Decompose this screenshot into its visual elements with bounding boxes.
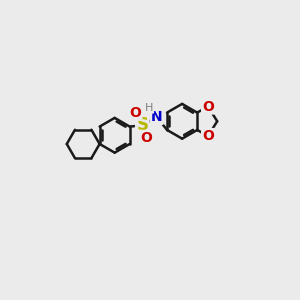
- Text: S: S: [136, 116, 148, 134]
- Text: H: H: [145, 103, 153, 113]
- Text: N: N: [151, 110, 163, 124]
- Text: O: O: [140, 131, 152, 145]
- Text: O: O: [202, 100, 214, 113]
- Text: O: O: [130, 106, 142, 120]
- Text: O: O: [202, 129, 214, 143]
